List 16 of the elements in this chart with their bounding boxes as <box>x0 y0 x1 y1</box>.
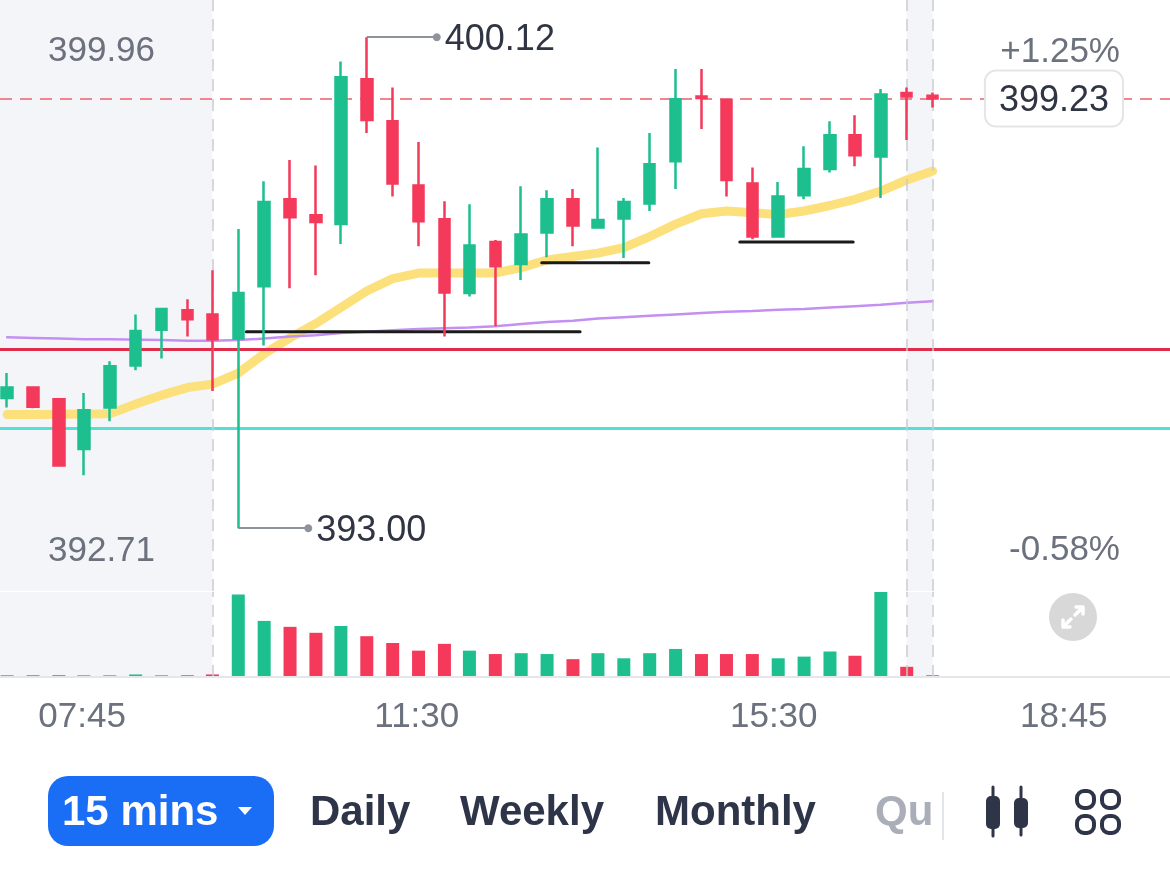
annotation: 400.12 <box>444 16 555 58</box>
x-tick-label: 18:45 <box>1020 695 1108 734</box>
y2-tick-label: +1.25% <box>1000 29 1120 69</box>
text: Monthly <box>655 787 816 834</box>
text: Weekly <box>460 787 604 834</box>
text: Qu <box>875 787 934 834</box>
x-tick-label: 07:45 <box>38 695 126 734</box>
x-tick-label: 11:30 <box>374 695 460 734</box>
dropdown-button: 15 mins <box>48 776 275 846</box>
y-tick-label: 392.71 <box>48 528 156 568</box>
ref-line-label: 399.23 <box>998 78 1109 120</box>
x-tick-label: 15:30 <box>729 695 818 734</box>
y2-tick-label: -0.58% <box>1009 527 1120 567</box>
text: Daily <box>310 787 411 834</box>
y-tick-label: 399.96 <box>48 28 156 68</box>
annotation: 393.00 <box>316 507 427 549</box>
